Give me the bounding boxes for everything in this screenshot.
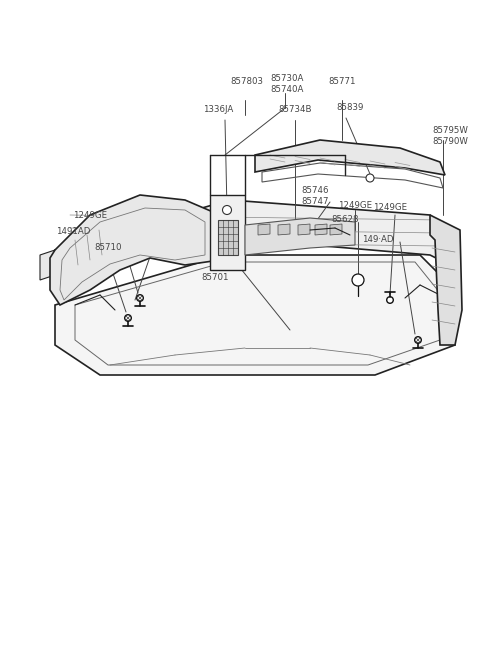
Polygon shape (245, 218, 355, 255)
Polygon shape (278, 224, 290, 235)
Polygon shape (255, 140, 445, 175)
Text: 85701: 85701 (201, 273, 229, 283)
Text: 85839: 85839 (336, 104, 364, 112)
Text: 85795W
85790W: 85795W 85790W (432, 126, 468, 146)
Text: 857803: 857803 (230, 78, 264, 87)
Text: 1491AD: 1491AD (56, 227, 90, 237)
Polygon shape (330, 224, 342, 235)
Polygon shape (210, 195, 245, 270)
Text: 1336JA: 1336JA (203, 106, 233, 114)
Text: 85710: 85710 (94, 244, 122, 252)
Polygon shape (315, 224, 327, 235)
Text: 85628: 85628 (331, 215, 359, 225)
Circle shape (223, 206, 231, 214)
Text: 1249GE: 1249GE (338, 200, 372, 210)
Polygon shape (55, 200, 460, 275)
Polygon shape (50, 195, 220, 305)
Circle shape (415, 336, 421, 344)
Text: 85734B: 85734B (278, 106, 312, 114)
Polygon shape (40, 250, 55, 280)
Circle shape (352, 274, 364, 286)
Circle shape (137, 295, 144, 302)
Polygon shape (55, 255, 455, 375)
Text: 85746
85747: 85746 85747 (301, 187, 329, 206)
Polygon shape (430, 215, 462, 345)
Text: 1249GE: 1249GE (373, 204, 407, 212)
Circle shape (366, 174, 374, 182)
Polygon shape (298, 224, 310, 235)
Text: 85771: 85771 (328, 78, 356, 87)
Text: 85730A
85740A: 85730A 85740A (270, 74, 304, 94)
Circle shape (125, 315, 132, 321)
Polygon shape (258, 224, 270, 235)
Polygon shape (218, 220, 238, 255)
Text: 149·AD: 149·AD (362, 235, 394, 244)
Circle shape (387, 297, 393, 304)
Text: 1249GE: 1249GE (73, 212, 107, 221)
